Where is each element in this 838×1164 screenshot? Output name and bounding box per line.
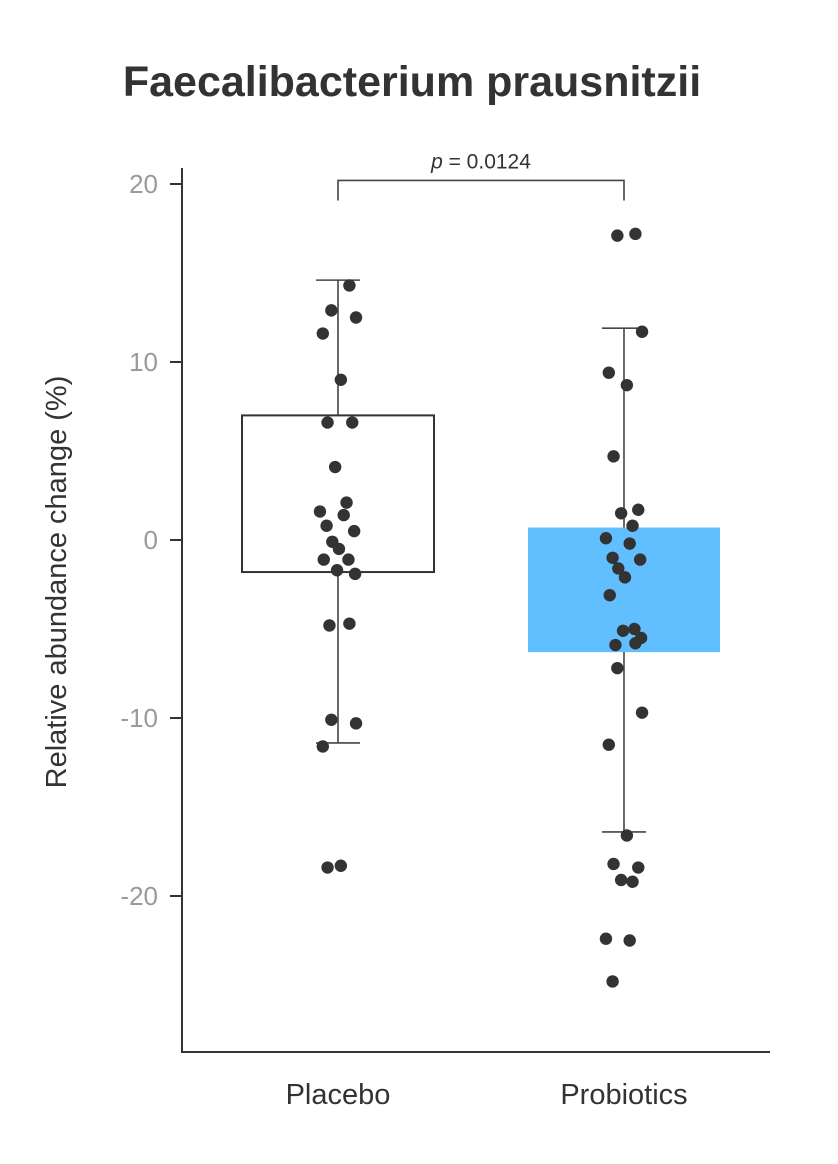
data-point — [607, 857, 620, 871]
y-tick-label: 20 — [129, 169, 158, 199]
data-point — [606, 551, 619, 564]
y-tick-labels: 20 10 0 -10 -20 — [120, 169, 158, 911]
x-tick-label: Probiotics — [560, 1079, 687, 1111]
data-point — [321, 416, 334, 429]
data-point — [349, 717, 363, 730]
significance-bracket — [337, 179, 625, 201]
y-tick-label: 10 — [129, 347, 158, 377]
axes — [170, 168, 770, 1053]
data-point — [325, 713, 338, 726]
data-point — [635, 706, 649, 719]
data-point — [620, 378, 634, 392]
data-point — [607, 450, 620, 463]
p-value: = 0.0124 — [443, 150, 531, 173]
data-point — [614, 507, 628, 520]
data-point — [629, 637, 642, 650]
data-point — [632, 861, 645, 874]
data-point — [334, 373, 348, 386]
data-point — [320, 519, 333, 532]
data-point — [611, 229, 624, 242]
data-point — [603, 588, 616, 602]
y-tick-label: 0 — [144, 525, 158, 555]
significance-annotation: p = 0.0124 — [337, 150, 625, 201]
p-value-label: p = 0.0124 — [430, 150, 531, 173]
data-point — [334, 859, 348, 872]
data-point — [626, 519, 639, 532]
data-points — [313, 227, 649, 988]
data-point — [614, 873, 628, 887]
points-placebo — [313, 279, 363, 874]
data-point — [316, 740, 329, 753]
data-point — [316, 327, 329, 340]
data-point — [623, 934, 636, 947]
data-point — [620, 829, 634, 842]
data-point — [330, 564, 344, 577]
data-point — [616, 624, 630, 637]
data-point — [348, 567, 362, 581]
data-point — [612, 562, 625, 575]
data-point — [599, 932, 613, 945]
data-point — [346, 416, 359, 429]
data-point — [342, 553, 355, 566]
data-point — [332, 542, 346, 556]
data-point — [325, 304, 338, 317]
data-point — [323, 619, 336, 632]
data-point — [618, 571, 632, 584]
data-point — [343, 279, 356, 292]
data-point — [632, 503, 645, 516]
p-symbol: p — [430, 150, 443, 173]
x-tick-label: Placebo — [286, 1079, 391, 1111]
data-point — [321, 861, 334, 874]
data-point — [609, 638, 622, 652]
data-point — [629, 227, 642, 241]
data-point — [623, 537, 636, 550]
x-tick-labels: Placebo Probiotics — [286, 1079, 688, 1111]
box-placebo — [241, 279, 435, 744]
y-tick-label: -10 — [120, 703, 158, 733]
data-point — [602, 366, 615, 379]
axis-lines — [181, 168, 770, 1053]
data-point — [347, 524, 361, 538]
data-point — [313, 505, 327, 518]
data-point — [606, 975, 619, 988]
data-point — [602, 738, 615, 751]
data-point — [599, 532, 613, 545]
data-point — [611, 661, 624, 675]
y-tick-label: -20 — [120, 881, 158, 911]
chart-title: Faecalibacterium prausnitzii — [123, 58, 701, 106]
data-point — [628, 622, 641, 636]
data-point — [635, 325, 649, 338]
data-point — [340, 496, 353, 509]
data-point — [317, 553, 330, 566]
boxes — [241, 279, 720, 833]
data-point — [337, 508, 350, 522]
data-point — [343, 617, 356, 630]
data-point — [633, 553, 647, 566]
data-point — [626, 875, 639, 888]
data-point — [328, 460, 342, 474]
points-probiotics — [599, 227, 649, 988]
data-point — [349, 311, 363, 324]
y-axis-label: Relative abundance change (%) — [41, 376, 73, 789]
